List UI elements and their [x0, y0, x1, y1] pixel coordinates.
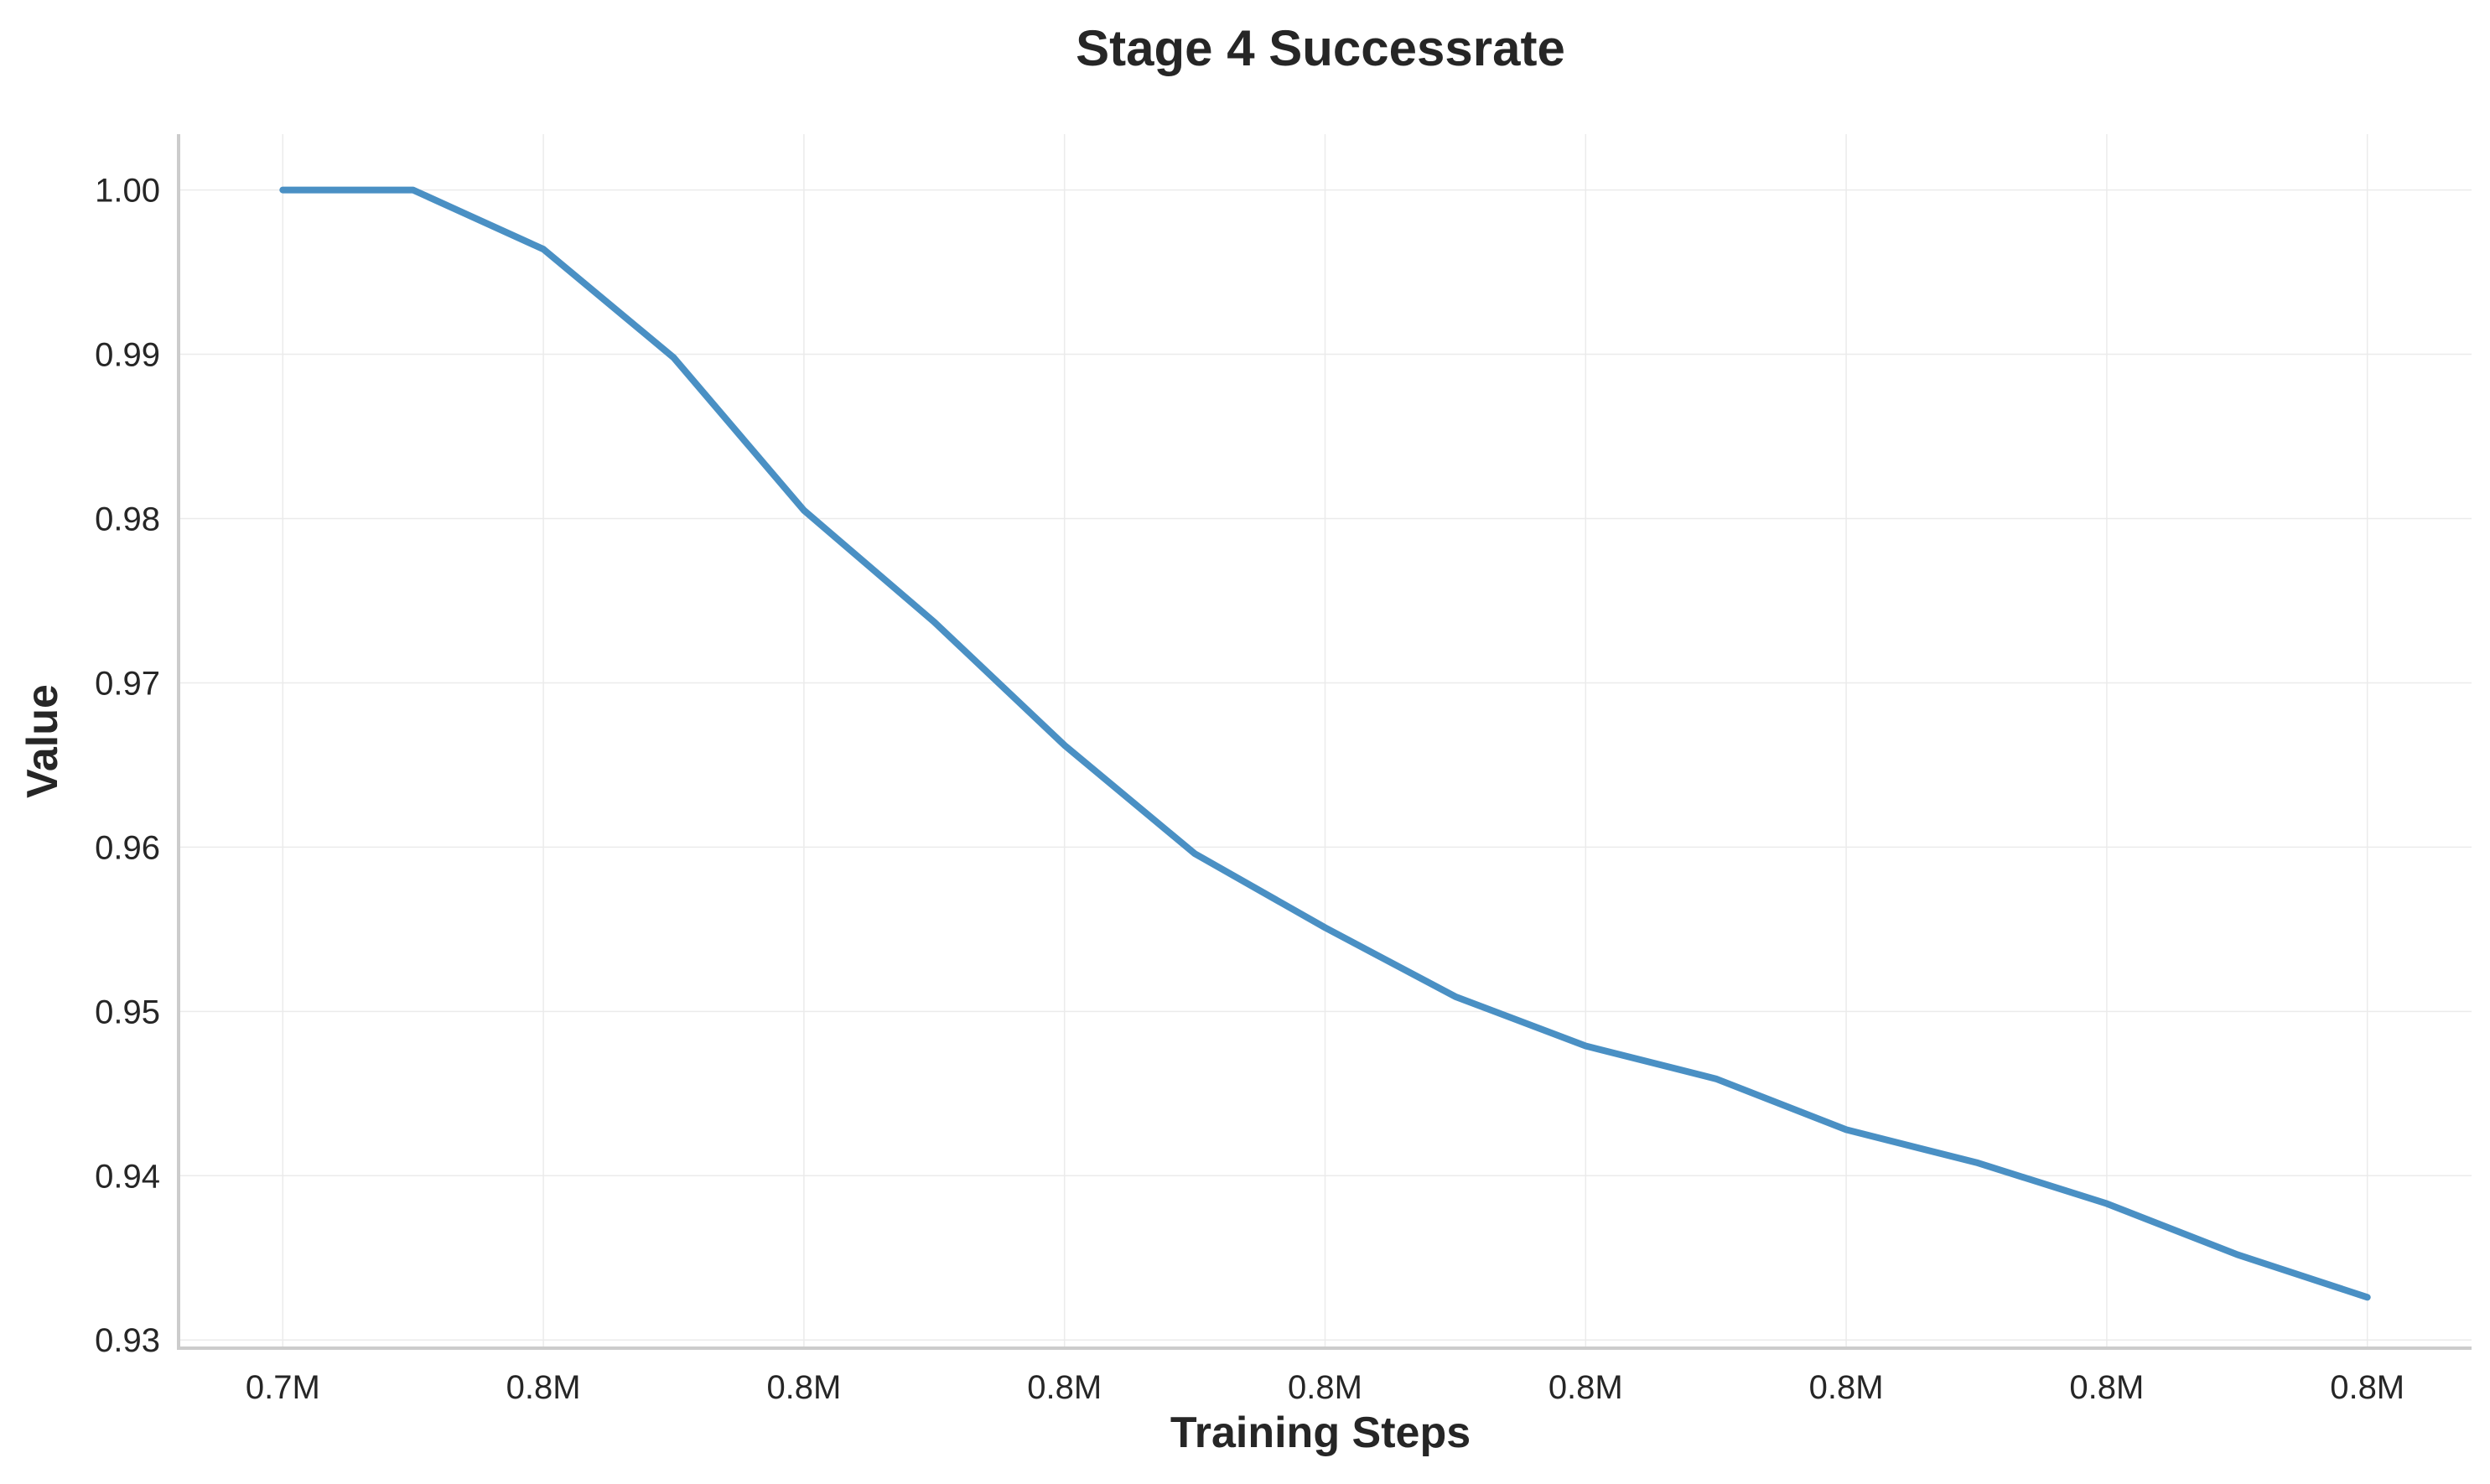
x-tick-label: 0.8M: [1027, 1369, 1102, 1406]
y-tick-label: 0.94: [95, 1158, 160, 1195]
y-tick-label: 0.99: [95, 337, 160, 374]
x-tick-labels: 0.7M 0.8M 0.8M 0.8M 0.8M 0.8M 0.8M 0.8M 0.8M: [246, 1369, 2404, 1406]
x-tick-label: 0.7M: [246, 1369, 320, 1406]
series-line-0: [279, 186, 2371, 1301]
series: [279, 186, 2371, 1301]
y-tick-label: 0.93: [95, 1322, 160, 1359]
x-axis-label: Training Steps: [1170, 1409, 1471, 1457]
x-tick-label: 0.8M: [1288, 1369, 1362, 1406]
x-tick-label: 0.8M: [766, 1369, 841, 1406]
y-tick-label: 0.98: [95, 501, 160, 538]
y-tick-label: 0.96: [95, 829, 160, 866]
y-tick-label: 0.97: [95, 665, 160, 702]
y-tick-labels: 0.93 0.94 0.95 0.96 0.97 0.98 0.99 1.00: [95, 173, 160, 1360]
x-tick-label: 0.8M: [2069, 1369, 2144, 1406]
x-gridlines: [282, 134, 2368, 1348]
chart-title: Stage 4 Successrate: [1076, 20, 1565, 76]
y-axis-label: Value: [18, 684, 67, 798]
x-tick-label: 0.8M: [2330, 1369, 2404, 1406]
x-tick-label: 0.8M: [1809, 1369, 1884, 1406]
y-tick-label: 1.00: [95, 173, 160, 210]
x-tick-label: 0.8M: [1548, 1369, 1623, 1406]
x-tick-label: 0.8M: [506, 1369, 581, 1406]
y-tick-label: 0.95: [95, 994, 160, 1030]
